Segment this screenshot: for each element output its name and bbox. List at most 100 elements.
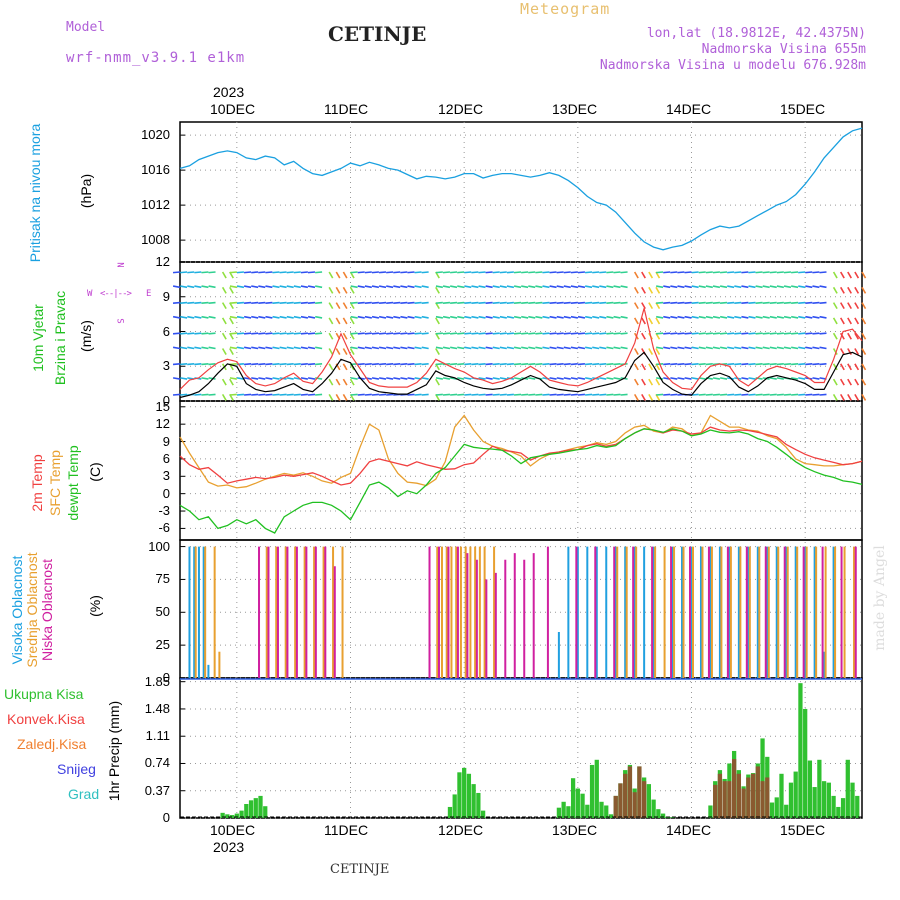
wind-arrow <box>435 378 440 386</box>
precip-total-bar <box>234 813 239 818</box>
wind-arrow <box>478 393 486 396</box>
wind-arrow <box>705 271 713 274</box>
wind-arrow <box>378 363 387 366</box>
wind-arrow <box>435 271 443 274</box>
wind-arrow <box>180 301 188 305</box>
precip-legend-total: Ukupna Kisa <box>4 686 84 702</box>
wind-arrow <box>400 332 408 335</box>
precip-total-bar <box>812 787 817 818</box>
precip-total-bar <box>708 805 713 818</box>
wind-arrow <box>798 346 806 350</box>
wind-arrow <box>457 285 465 289</box>
wind-arrow <box>328 317 334 325</box>
wind-arrow <box>350 315 358 319</box>
wind-arrow <box>613 363 621 366</box>
wind-arrow <box>663 393 671 396</box>
wind-arrow <box>307 315 316 319</box>
wind-arrow <box>471 393 479 396</box>
precip-legend-snow: Snijeg <box>57 761 96 777</box>
wind-arrow <box>684 301 692 305</box>
wind-arrow <box>854 332 860 340</box>
wind-arrow <box>315 332 323 335</box>
wind-arrow <box>633 302 639 310</box>
wind-arrow <box>854 348 860 355</box>
wind-arrow <box>755 271 763 274</box>
wind-arrow <box>798 285 806 289</box>
precip-total-bar <box>826 782 831 818</box>
wind-arrow <box>577 315 586 319</box>
wind-arrow <box>727 301 735 305</box>
wind-arrow <box>663 346 671 350</box>
wind-arrow <box>513 346 522 350</box>
wind-arrow <box>599 315 607 319</box>
temp-tick-label: 15 <box>155 398 170 414</box>
wind-arrow <box>229 285 237 289</box>
wind-arrow <box>286 377 294 380</box>
wind-arrow <box>478 346 486 350</box>
wind-arrow <box>585 377 593 380</box>
wind-arrow <box>684 285 692 289</box>
dewpt-line <box>179 428 863 534</box>
wind-arrow <box>364 332 372 335</box>
wind-arrow <box>357 285 365 289</box>
precip-conv-bar <box>618 783 623 818</box>
wind-arrow <box>613 271 621 274</box>
precip-conv-bar <box>760 781 765 818</box>
wind-arrow <box>620 271 628 274</box>
grid-lines <box>180 122 862 819</box>
wind-arrow <box>656 285 664 289</box>
wind-arrow <box>521 393 529 396</box>
wind-arrow <box>407 346 415 350</box>
wind-arrow <box>691 301 699 305</box>
wind-arrow <box>691 271 699 274</box>
wind-arrow <box>741 393 749 396</box>
wind-arrow <box>712 271 720 274</box>
wind-arrow <box>719 377 728 380</box>
wind-arrow <box>293 346 301 350</box>
wind-arrow <box>485 285 493 289</box>
wind-arrow <box>741 346 749 350</box>
wind-arrow <box>349 348 355 355</box>
wind-arrow <box>342 302 348 310</box>
temp-tick-label: -6 <box>158 520 170 536</box>
wind-arrow <box>613 332 621 335</box>
precip-total-bar <box>594 759 599 818</box>
wind-arrow <box>293 301 301 305</box>
wind-arrow <box>513 285 522 289</box>
wind-arrow <box>393 363 401 366</box>
wind-arrow <box>194 332 202 335</box>
wind-speed-line <box>179 351 863 399</box>
wind-arrow <box>286 393 294 396</box>
wind-arrow <box>641 302 646 310</box>
wind-arrow <box>201 271 209 274</box>
wind-arrow <box>663 271 671 274</box>
wind-arrow <box>187 315 195 319</box>
wind-arrow <box>819 301 827 305</box>
wind-arrow <box>172 332 181 335</box>
wind-arrow <box>613 301 621 305</box>
wind-arrow <box>300 285 309 289</box>
wind-arrow <box>300 346 309 350</box>
wind-arrow <box>265 315 273 319</box>
wind-arrow <box>570 301 578 305</box>
wind-arrow <box>677 285 685 289</box>
wind-arrow <box>435 348 440 355</box>
wind-arrow <box>769 363 777 366</box>
wind-arrow <box>265 301 273 305</box>
wind-arrow <box>613 285 621 289</box>
wind-arrow <box>670 301 678 305</box>
wind-arrow <box>208 332 216 335</box>
wind-arrow <box>286 332 294 335</box>
precip-total-bar <box>836 806 841 818</box>
precip-conv-bar <box>722 781 727 818</box>
wind-arrow <box>847 393 852 401</box>
wind-arrow <box>783 285 792 289</box>
wind-arrow <box>854 363 860 371</box>
wind-arrow <box>670 332 678 335</box>
wind-arrow <box>279 301 287 305</box>
wind-arrow <box>577 363 586 366</box>
wind-arrow <box>244 285 252 289</box>
wind-arrow <box>357 393 365 396</box>
wind-arrow <box>832 348 838 355</box>
wind-arrow <box>279 315 287 319</box>
